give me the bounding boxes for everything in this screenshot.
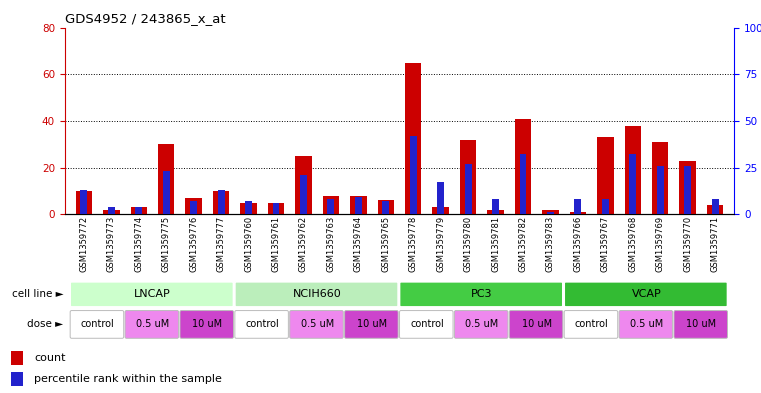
Bar bbox=[410, 136, 417, 214]
Bar bbox=[135, 207, 142, 214]
Text: 10 uM: 10 uM bbox=[522, 320, 552, 329]
Text: 10 uM: 10 uM bbox=[357, 320, 387, 329]
FancyBboxPatch shape bbox=[564, 282, 728, 307]
Bar bbox=[323, 195, 339, 214]
Text: 0.5 uM: 0.5 uM bbox=[301, 320, 334, 329]
Bar bbox=[300, 175, 307, 214]
FancyBboxPatch shape bbox=[454, 310, 508, 338]
FancyBboxPatch shape bbox=[235, 282, 398, 307]
Text: LNCAP: LNCAP bbox=[134, 289, 171, 299]
Text: NCIH660: NCIH660 bbox=[293, 289, 342, 299]
Bar bbox=[487, 209, 504, 214]
Text: VCAP: VCAP bbox=[632, 289, 661, 299]
Bar bbox=[575, 199, 581, 214]
Text: control: control bbox=[81, 320, 114, 329]
Bar bbox=[186, 198, 202, 214]
FancyBboxPatch shape bbox=[400, 282, 563, 307]
Bar bbox=[657, 165, 664, 214]
Bar bbox=[81, 190, 88, 214]
Bar bbox=[163, 171, 170, 214]
FancyBboxPatch shape bbox=[180, 310, 234, 338]
Bar bbox=[712, 199, 718, 214]
Bar bbox=[218, 190, 224, 214]
Bar bbox=[707, 205, 724, 214]
Bar bbox=[240, 202, 256, 214]
FancyBboxPatch shape bbox=[345, 310, 398, 338]
Bar bbox=[11, 372, 23, 386]
Bar bbox=[245, 201, 252, 214]
Bar bbox=[295, 156, 312, 214]
FancyBboxPatch shape bbox=[619, 310, 673, 338]
Bar bbox=[492, 199, 499, 214]
Bar bbox=[268, 202, 285, 214]
Text: control: control bbox=[575, 320, 609, 329]
FancyBboxPatch shape bbox=[509, 310, 563, 338]
Bar bbox=[382, 201, 389, 214]
Bar bbox=[680, 160, 696, 214]
FancyBboxPatch shape bbox=[674, 310, 728, 338]
Bar bbox=[602, 199, 609, 214]
FancyBboxPatch shape bbox=[290, 310, 343, 338]
Text: count: count bbox=[34, 353, 65, 363]
Text: dose ►: dose ► bbox=[27, 320, 63, 329]
Bar bbox=[629, 154, 636, 214]
Bar bbox=[75, 191, 92, 214]
Bar bbox=[465, 164, 472, 214]
Text: 10 uM: 10 uM bbox=[193, 320, 222, 329]
Bar bbox=[158, 144, 174, 214]
Text: control: control bbox=[410, 320, 444, 329]
FancyBboxPatch shape bbox=[125, 310, 179, 338]
Bar bbox=[520, 154, 527, 214]
Bar bbox=[131, 207, 147, 214]
Bar bbox=[514, 119, 531, 214]
Bar bbox=[547, 212, 554, 214]
FancyBboxPatch shape bbox=[70, 282, 234, 307]
Text: 0.5 uM: 0.5 uM bbox=[465, 320, 498, 329]
Bar bbox=[543, 209, 559, 214]
Text: 0.5 uM: 0.5 uM bbox=[630, 320, 663, 329]
Text: GDS4952 / 243865_x_at: GDS4952 / 243865_x_at bbox=[65, 12, 225, 25]
Bar bbox=[103, 209, 119, 214]
Bar bbox=[438, 182, 444, 214]
Bar bbox=[190, 201, 197, 214]
Bar bbox=[350, 195, 367, 214]
Bar bbox=[684, 165, 691, 214]
Text: control: control bbox=[245, 320, 279, 329]
FancyBboxPatch shape bbox=[70, 310, 124, 338]
Bar bbox=[327, 199, 334, 214]
Bar bbox=[570, 212, 586, 214]
Bar bbox=[597, 137, 613, 214]
FancyBboxPatch shape bbox=[564, 310, 618, 338]
Bar bbox=[377, 200, 394, 214]
Bar bbox=[405, 62, 422, 214]
Bar bbox=[213, 191, 229, 214]
Bar bbox=[432, 207, 449, 214]
Text: 10 uM: 10 uM bbox=[686, 320, 717, 329]
FancyBboxPatch shape bbox=[235, 310, 288, 338]
Text: PC3: PC3 bbox=[471, 289, 492, 299]
Text: cell line ►: cell line ► bbox=[11, 289, 63, 299]
Bar bbox=[625, 125, 641, 214]
Bar bbox=[272, 203, 279, 214]
Text: 0.5 uM: 0.5 uM bbox=[136, 320, 169, 329]
Bar bbox=[355, 197, 361, 214]
Text: percentile rank within the sample: percentile rank within the sample bbox=[34, 374, 222, 384]
Bar bbox=[108, 207, 115, 214]
Bar bbox=[460, 140, 476, 214]
Bar bbox=[11, 351, 23, 365]
Bar bbox=[652, 142, 668, 214]
FancyBboxPatch shape bbox=[400, 310, 453, 338]
